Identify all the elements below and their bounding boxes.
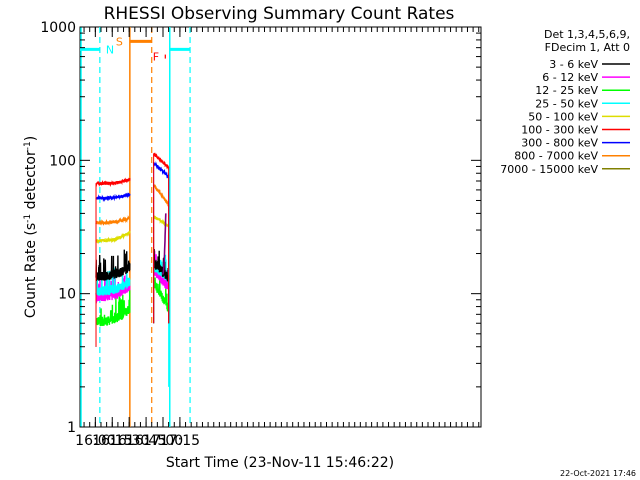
- y-tick-label: 1000: [40, 20, 76, 36]
- legend-label: 6 - 12 keV: [542, 71, 598, 84]
- y-tick-label: 100: [49, 153, 76, 169]
- legend-label: 300 - 800 keV: [521, 137, 598, 150]
- legend-label: 800 - 7000 keV: [514, 150, 598, 163]
- y-axis-label: Count Rate (s-1 detector-1): [23, 136, 39, 318]
- legend-header-line-2: FDecim 1, Att 0: [545, 41, 630, 54]
- flare-flag-label: F: [153, 51, 159, 64]
- night-flag-label: N: [106, 43, 114, 56]
- series-line-100-300keV: [96, 178, 130, 185]
- legend-header-line-1: Det 1,3,4,5,6,9,: [544, 28, 630, 41]
- y-tick-label: 10: [58, 287, 76, 303]
- plot-frame: [80, 27, 481, 427]
- legend-label: 3 - 6 keV: [549, 58, 598, 71]
- y-tick-label: 1: [67, 420, 76, 436]
- series-line-300-800keV: [96, 194, 130, 200]
- legend-label: 12 - 25 keV: [535, 84, 598, 97]
- series-line-800-7000keV: [96, 217, 130, 225]
- legend: Det 1,3,4,5,6,9, FDecim 1, Att 0 3 - 6 k…: [500, 28, 630, 176]
- chart-title: RHESSI Observing Summary Count Rates: [104, 4, 455, 24]
- x-axis-label: Start Time (23-Nov-11 15:46:22): [166, 455, 394, 471]
- legend-label: 25 - 50 keV: [535, 97, 598, 110]
- legend-label: 7000 - 15000 keV: [500, 163, 598, 176]
- series-layer: [96, 153, 169, 387]
- plot-area: [80, 27, 481, 427]
- x-tick-label: 17:15: [160, 433, 200, 449]
- saa-flag-label: S: [116, 35, 123, 48]
- series-line-50-100keV: [96, 231, 130, 242]
- legend-label: 50 - 100 keV: [528, 110, 598, 123]
- legend-label: 100 - 300 keV: [521, 124, 598, 137]
- footer-timestamp: 22-Oct-2021 17:46: [560, 469, 636, 478]
- series-line-800-7000keV: [154, 185, 169, 207]
